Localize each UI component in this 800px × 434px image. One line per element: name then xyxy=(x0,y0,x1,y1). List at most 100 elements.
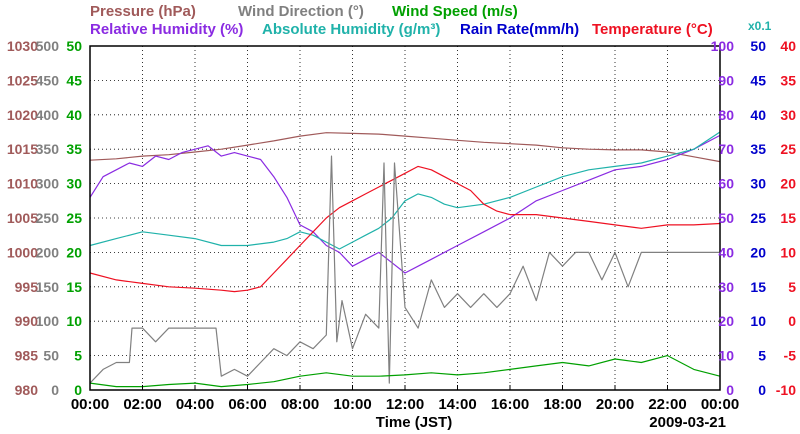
y-tick-label-pressure: 1000 xyxy=(7,244,38,260)
series-line-temperature xyxy=(89,165,721,293)
y-tick-label-pressure: 1005 xyxy=(7,210,38,226)
series-line-wind_direction xyxy=(89,155,720,384)
x-tick-label: 10:00 xyxy=(333,396,371,413)
y-tick-label-wind_direction: 100 xyxy=(36,313,60,329)
series-line-relative_humidity xyxy=(89,134,721,274)
legend-scale-note: x0.1 xyxy=(748,19,772,33)
x-tick-label: 16:00 xyxy=(491,396,529,413)
y-tick-label-temperature: -5 xyxy=(784,348,797,364)
y-tick-label-relative_humidity: 40 xyxy=(718,244,734,260)
y-tick-label-pressure: 1010 xyxy=(7,176,38,192)
y-tick-label-relative_humidity: 10 xyxy=(718,348,734,364)
grid xyxy=(90,46,720,390)
y-tick-label-relative_humidity: 60 xyxy=(718,176,734,192)
y-tick-label-temperature: 10 xyxy=(780,244,796,260)
y-tick-label-wind_speed: 10 xyxy=(66,313,82,329)
y-tick-label-relative_humidity: 90 xyxy=(718,72,734,88)
y-tick-label-rain_rate: 35 xyxy=(750,141,766,157)
x-tick-label: 20:00 xyxy=(596,396,634,413)
series-layer xyxy=(89,131,721,388)
x-axis-label: Time (JST) xyxy=(376,414,452,431)
y-tick-label-temperature: 30 xyxy=(780,107,796,123)
y-tick-label-pressure: 995 xyxy=(15,279,39,295)
series-line-wind_speed xyxy=(89,355,721,388)
legend-rain-rate: Rain Rate(mm/h) xyxy=(460,21,579,38)
x-tick-label: 12:00 xyxy=(386,396,424,413)
y-tick-label-rain_rate: 20 xyxy=(750,244,766,260)
x-axis: 00:00 02:00 04:00 06:00 08:00 10:00 12:00 14:00… xyxy=(71,385,739,413)
y-tick-label-wind_direction: 450 xyxy=(36,72,60,88)
y-tick-label-wind_direction: 200 xyxy=(36,244,60,260)
y-tick-label-relative_humidity: 100 xyxy=(711,38,735,54)
y-tick-label-temperature: 25 xyxy=(780,141,796,157)
x-tick-label: 18:00 xyxy=(543,396,581,413)
y-tick-label-pressure: 990 xyxy=(15,313,39,329)
legend-pressure: Pressure (hPa) xyxy=(90,3,196,20)
y-tick-label-wind_speed: 45 xyxy=(66,72,82,88)
y-tick-label-rain_rate: 10 xyxy=(750,313,766,329)
left-axes: 1030102510201015101010051000995990985980… xyxy=(7,38,82,398)
y-tick-label-rain_rate: 15 xyxy=(750,279,766,295)
y-tick-label-temperature: -10 xyxy=(776,382,796,398)
y-tick-label-wind_direction: 400 xyxy=(36,107,60,123)
y-tick-label-wind_speed: 15 xyxy=(66,279,82,295)
y-tick-label-relative_humidity: 20 xyxy=(718,313,734,329)
y-tick-label-relative_humidity: 70 xyxy=(718,141,734,157)
y-tick-label-temperature: 35 xyxy=(780,72,796,88)
y-tick-label-relative_humidity: 0 xyxy=(726,382,734,398)
y-tick-label-relative_humidity: 80 xyxy=(718,107,734,123)
y-tick-label-pressure: 1025 xyxy=(7,72,38,88)
x-tick-label: 22:00 xyxy=(648,396,686,413)
y-tick-label-wind_speed: 35 xyxy=(66,141,82,157)
x-tick-label: 14:00 xyxy=(438,396,476,413)
y-tick-label-wind_direction: 250 xyxy=(36,210,60,226)
y-tick-label-relative_humidity: 30 xyxy=(718,279,734,295)
series-line-pressure xyxy=(89,132,721,163)
date-label: 2009-03-21 xyxy=(649,414,726,431)
y-tick-label-rain_rate: 5 xyxy=(758,348,766,364)
y-tick-label-temperature: 15 xyxy=(780,210,796,226)
y-tick-label-wind_speed: 50 xyxy=(66,38,82,54)
y-tick-label-wind_direction: 50 xyxy=(43,348,59,364)
legend-temperature: Temperature (°C) xyxy=(592,21,713,38)
y-tick-label-wind_direction: 350 xyxy=(36,141,60,157)
y-tick-label-wind_speed: 20 xyxy=(66,244,82,260)
legend-wind-direction: Wind Direction (°) xyxy=(238,3,364,20)
y-tick-label-pressure: 980 xyxy=(15,382,39,398)
y-tick-label-temperature: 40 xyxy=(780,38,796,54)
x-tick-label: 08:00 xyxy=(281,396,319,413)
y-tick-label-rain_rate: 40 xyxy=(750,107,766,123)
y-tick-label-wind_direction: 150 xyxy=(36,279,60,295)
y-tick-label-pressure: 1015 xyxy=(7,141,38,157)
legend-relative-humidity: Relative Humidity (%) xyxy=(90,21,243,38)
y-tick-label-wind_direction: 0 xyxy=(51,382,59,398)
y-tick-label-pressure: 1030 xyxy=(7,38,38,54)
y-tick-label-temperature: 5 xyxy=(788,279,796,295)
x-tick-label: 04:00 xyxy=(176,396,214,413)
y-tick-label-wind_speed: 40 xyxy=(66,107,82,123)
y-tick-label-temperature: 20 xyxy=(780,176,796,192)
y-tick-label-rain_rate: 50 xyxy=(750,38,766,54)
x-tick-label: 00:00 xyxy=(71,396,109,413)
y-tick-label-temperature: 0 xyxy=(788,313,796,329)
y-tick-label-wind_speed: 5 xyxy=(74,348,82,364)
y-tick-label-rain_rate: 45 xyxy=(750,72,766,88)
y-tick-label-wind_speed: 0 xyxy=(74,382,82,398)
x-tick-label: 06:00 xyxy=(228,396,266,413)
right-axes: 1009080706050403020100504540353025201510… xyxy=(711,38,797,398)
legend-absolute-humidity: Absolute Humidity (g/m³) xyxy=(262,21,440,38)
y-tick-label-wind_speed: 30 xyxy=(66,176,82,192)
y-tick-label-rain_rate: 25 xyxy=(750,210,766,226)
legend-wind-speed: Wind Speed (m/s) xyxy=(392,3,518,20)
y-tick-label-rain_rate: 0 xyxy=(758,382,766,398)
y-tick-label-wind_direction: 300 xyxy=(36,176,60,192)
y-tick-label-pressure: 1020 xyxy=(7,107,38,123)
y-tick-label-pressure: 985 xyxy=(15,348,39,364)
y-tick-label-wind_speed: 25 xyxy=(66,210,82,226)
y-tick-label-wind_direction: 500 xyxy=(36,38,60,54)
y-tick-label-relative_humidity: 50 xyxy=(718,210,734,226)
x-tick-label: 02:00 xyxy=(123,396,161,413)
x-tick-label: 00:00 xyxy=(701,396,739,413)
y-tick-label-rain_rate: 30 xyxy=(750,176,766,192)
